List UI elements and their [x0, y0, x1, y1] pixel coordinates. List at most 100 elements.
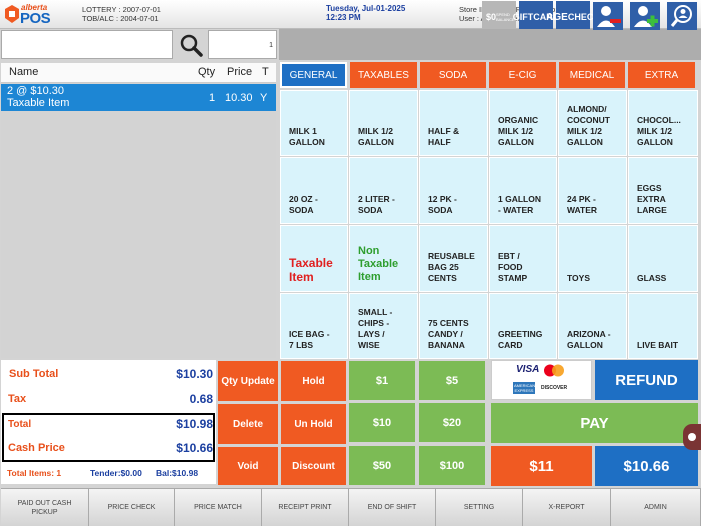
tab-extra[interactable]: EXTRA — [628, 62, 695, 88]
product-button[interactable]: 20 OZ - SODA — [280, 157, 348, 224]
subtotal-label: Sub Total — [9, 368, 59, 380]
qty-update-button[interactable]: Qty Update — [218, 361, 278, 401]
row-price: 10.30 — [225, 92, 253, 104]
product-label: TOYS — [567, 273, 590, 283]
product-button[interactable]: EGGS EXTRA LARGE — [628, 157, 698, 224]
product-label: 75 CENTS CANDY / BANANA — [428, 318, 469, 350]
gift-card-line2: CARD — [533, 12, 560, 22]
product-label: ORGANIC MILK 1/2 GALLON — [498, 115, 539, 147]
subtotal-value: $10.30 — [176, 367, 213, 381]
product-label: CHOCOL... MILK 1/2 GALLON — [637, 115, 681, 147]
product-button[interactable]: REUSABLE BAG 25 CENTS — [419, 225, 488, 292]
refund-button[interactable]: REFUND — [595, 360, 698, 400]
tab-medical[interactable]: MEDICAL — [559, 62, 625, 88]
tab-soda[interactable]: SODA — [420, 62, 486, 88]
lottery-date: LOTTERY : 2007-07-01 — [82, 5, 161, 14]
totals-panel: Sub Total $10.30 Tax 0.68 Total $10.98 C… — [1, 360, 216, 484]
pay-button[interactable]: PAY — [491, 403, 698, 443]
product-label: 12 PK - SODA — [428, 194, 457, 215]
product-button[interactable]: SMALL - CHIPS - LAYS / WISE — [349, 293, 418, 359]
tab-taxables[interactable]: TAXABLES — [350, 62, 417, 88]
product-label: LIVE BAIT — [637, 340, 679, 350]
product-button[interactable]: GREETING CARD — [489, 293, 557, 359]
discount-button[interactable]: Discount — [281, 447, 346, 485]
column-price: Price — [227, 66, 253, 78]
mastercard-icon — [544, 364, 564, 377]
current-time: 12:23 PM — [326, 13, 361, 22]
hold-button[interactable]: Hold — [281, 361, 346, 401]
amex-logo: AMERICAN EXPRESS — [513, 382, 536, 394]
side-drawer-handle[interactable] — [683, 424, 701, 450]
remove-customer-icon[interactable] — [592, 0, 624, 31]
footer-admin-button[interactable]: ADMIN — [611, 488, 701, 526]
product-label: SMALL - CHIPS - LAYS / WISE — [358, 307, 393, 350]
product-button[interactable]: HALF & HALF — [419, 90, 488, 156]
product-label: ARIZONA - GALLON — [567, 329, 611, 350]
card-payment-button[interactable]: VISA AMERICAN EXPRESS DISCOVER — [491, 360, 592, 400]
product-button[interactable]: Taxable Item — [280, 225, 348, 292]
balance-button[interactable]: $0 SPEND BALANCE — [482, 1, 516, 29]
footer-receipt-print-button[interactable]: RECEIPT PRINT — [262, 488, 349, 526]
product-label: ICE BAG -7 LBS — [289, 329, 330, 350]
product-label: 1 GALLON - WATER — [498, 194, 541, 215]
product-button[interactable]: CHOCOL... MILK 1/2 GALLON — [628, 90, 698, 156]
product-label: ALMOND/COCONUT MILK 1/2 GALLON — [567, 104, 610, 147]
footer-setting-button[interactable]: SETTING — [436, 488, 523, 526]
product-label: MILK 1 GALLON — [289, 126, 325, 147]
order-list — [1, 83, 276, 358]
footer-end-of-shift-button[interactable]: END OF SHIFT — [349, 488, 436, 526]
footer-price-check-button[interactable]: PRICE CHECK — [89, 488, 175, 526]
add-customer-icon[interactable] — [629, 0, 661, 31]
footer-price-match-button[interactable]: PRICE MATCH — [175, 488, 262, 526]
footer-label: ADMIN — [644, 504, 667, 511]
product-button[interactable]: 12 PK - SODA — [419, 157, 488, 224]
product-label: Non Taxable Item — [358, 245, 399, 283]
table-row[interactable]: 2 @ $10.30 Taxable Item 1 10.30 Y — [1, 84, 276, 111]
product-button[interactable]: TOYS — [558, 225, 627, 292]
drawer-dot-icon — [688, 433, 696, 441]
quantity-field[interactable]: 1 — [208, 30, 277, 59]
exact-cash-button[interactable]: $11 — [491, 446, 592, 486]
search-input[interactable] — [1, 30, 173, 59]
exact-total-button[interactable]: $10.66 — [595, 446, 698, 486]
product-label: HALF & HALF — [428, 126, 460, 147]
tax-value: 0.68 — [189, 392, 213, 406]
unhold-button[interactable]: Un Hold — [281, 404, 346, 444]
cash-5-button[interactable]: $5 — [419, 361, 485, 400]
product-button[interactable]: ALMOND/COCONUT MILK 1/2 GALLON — [558, 90, 627, 156]
row-tax: Y — [260, 92, 268, 104]
cash-20-button[interactable]: $20 — [419, 403, 485, 442]
gift-card-button[interactable]: GIFT CARD — [513, 1, 559, 29]
product-button[interactable]: 24 PK - WATER — [558, 157, 627, 224]
product-button[interactable]: ARIZONA - GALLON — [558, 293, 627, 359]
delete-button[interactable]: Delete — [218, 404, 278, 444]
cash-10-button[interactable]: $10 — [349, 403, 415, 442]
product-button[interactable]: 75 CENTS CANDY / BANANA — [419, 293, 488, 359]
product-button[interactable]: 2 LITER - SODA — [349, 157, 418, 224]
product-button[interactable]: MILK 1/2 GALLON — [349, 90, 418, 156]
product-button[interactable]: LIVE BAIT — [628, 293, 698, 359]
product-button[interactable]: 1 GALLON - WATER — [489, 157, 557, 224]
product-button[interactable]: Non Taxable Item — [349, 225, 418, 292]
product-button[interactable]: GLASS — [628, 225, 698, 292]
footer-paid-out-cash-pickup-button[interactable]: PAID OUT CASH PICKUP — [1, 488, 89, 526]
search-icon[interactable] — [174, 30, 207, 59]
product-button[interactable]: ICE BAG -7 LBS — [280, 293, 348, 359]
product-button[interactable]: ORGANIC MILK 1/2 GALLON — [489, 90, 557, 156]
tab-general[interactable]: GENERAL — [280, 62, 347, 88]
void-button[interactable]: Void — [218, 447, 278, 485]
tax-label: Tax — [8, 393, 27, 405]
product-button[interactable]: MILK 1 GALLON — [280, 90, 348, 156]
customer-lookup-icon[interactable] — [666, 0, 698, 31]
product-button[interactable]: EBT / FOOD STAMP — [489, 225, 557, 292]
footer-x-report-button[interactable]: X-REPORT — [523, 488, 611, 526]
discover-logo: DISCOVER — [541, 385, 568, 391]
order-list-header: Name Qty Price T — [1, 63, 276, 83]
tab-e-cig[interactable]: E-CIG — [489, 62, 556, 88]
age-check-button[interactable]: AGE CHECK — [546, 1, 600, 29]
cash-50-button[interactable]: $50 — [349, 446, 415, 485]
row-item-name: Taxable Item — [7, 97, 70, 109]
cash-100-button[interactable]: $100 — [419, 446, 485, 485]
footer-label: END OF SHIFT — [367, 504, 417, 511]
cash-1-button[interactable]: $1 — [349, 361, 415, 400]
